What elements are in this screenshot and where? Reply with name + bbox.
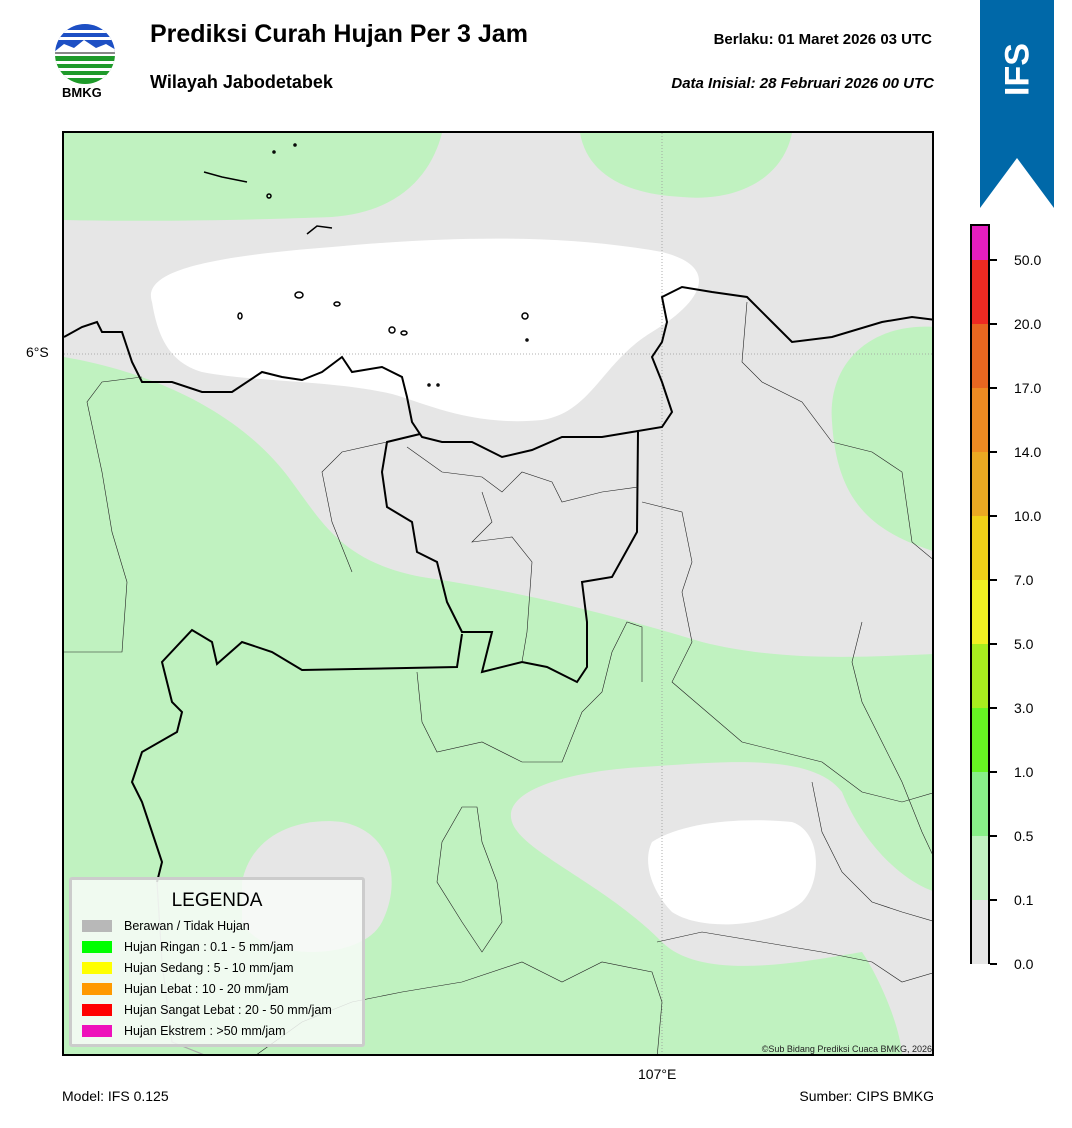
coastline [64,285,932,459]
colorbar-segment [972,226,988,260]
longitude-label: 107°E [638,1066,677,1082]
light-rain-area [831,326,932,551]
province-border [380,431,639,684]
colorbar-tick-label: 50.0 [1014,252,1042,268]
copyright-text: ©Sub Bidang Prediksi Cuaca BMKG, 2026 [761,1044,932,1054]
colorbar-segment [972,772,988,836]
legend-swatch [82,920,112,932]
white-area [648,820,816,925]
legend-swatch [82,962,112,974]
legend-item: Hujan Sedang : 5 - 10 mm/jam [82,959,294,977]
legend-swatch [82,1025,112,1037]
legend-label: Hujan Ekstrem : >50 mm/jam [124,1024,286,1038]
colorbar-tick [990,643,997,645]
colorbar-segment [972,580,988,644]
colorbar-tick [990,579,997,581]
colorbar-segment [972,452,988,516]
colorbar-tick-label: 0.5 [1014,828,1034,844]
colorbar-segment [972,900,988,964]
initial-data-time: Data Inisial: 28 Februari 2026 00 UTC [671,75,934,92]
source-label: Sumber: CIPS BMKG [799,1088,934,1104]
legend-label: Hujan Sangat Lebat : 20 - 50 mm/jam [124,1003,332,1017]
colorbar-tick [990,323,997,325]
logo-text: BMKG [62,85,102,100]
colorbar-segment [972,516,988,580]
colorbar-tick-label: 7.0 [1014,572,1034,588]
light-rain-area [64,133,442,221]
legend-label: Berawan / Tidak Hujan [124,919,250,933]
colorbar [970,224,990,964]
legend-label: Hujan Ringan : 0.1 - 5 mm/jam [124,940,294,954]
colorbar-segment [972,644,988,708]
islands [203,143,529,387]
colorbar-tick [990,835,997,837]
legend-label: Hujan Lebat : 10 - 20 mm/jam [124,982,289,996]
valid-time: Berlaku: 01 Maret 2026 03 UTC [713,31,932,48]
colorbar-tick [990,259,997,261]
colorbar-tick [990,963,997,965]
colorbar-tick [990,515,997,517]
colorbar-tick [990,771,997,773]
colorbar-tick-label: 1.0 [1014,764,1034,780]
latitude-label: 6°S [26,344,49,360]
light-rain-area [580,133,792,198]
legend-item: Hujan Lebat : 10 - 20 mm/jam [82,980,289,998]
colorbar-segment [972,324,988,388]
legend-swatch [82,983,112,995]
colorbar-tick-label: 3.0 [1014,700,1034,716]
colorbar-tick-label: 20.0 [1014,316,1042,332]
colorbar-segment [972,260,988,324]
colorbar-tick [990,451,997,453]
colorbar-tick-label: 5.0 [1014,636,1034,652]
province-border [130,628,463,883]
colorbar-tick-label: 10.0 [1014,508,1042,524]
no-rain-area [905,894,932,1054]
colorbar-tick-label: 0.0 [1014,956,1034,972]
colorbar-segment [972,708,988,772]
ifs-badge-label: IFS [998,43,1037,96]
colorbar-tick-label: 17.0 [1014,380,1042,396]
colorbar-tick-label: 0.1 [1014,892,1034,908]
colorbar-tick [990,707,997,709]
legend-swatch [82,941,112,953]
ifs-ribbon-badge [980,0,1054,208]
legend-item: Hujan Ekstrem : >50 mm/jam [82,1022,286,1040]
colorbar-tick-label: 14.0 [1014,444,1042,460]
legend-label: Hujan Sedang : 5 - 10 mm/jam [124,961,294,975]
white-area [150,238,700,422]
legend-title: LEGENDA [171,890,263,911]
model-label: Model: IFS 0.125 [62,1088,169,1104]
legend-box: LEGENDA Berawan / Tidak Hujan Hujan Ring… [69,877,365,1047]
page-title: Prediksi Curah Hujan Per 3 Jam [150,20,528,48]
colorbar-tick [990,387,997,389]
bmkg-logo [55,24,115,84]
legend-item: Hujan Sangat Lebat : 20 - 50 mm/jam [82,1001,332,1019]
colorbar-tick [990,899,997,901]
colorbar-segment [972,388,988,452]
legend-item: Berawan / Tidak Hujan [82,917,250,935]
page-subtitle: Wilayah Jabodetabek [150,72,333,92]
colorbar-segment [972,836,988,900]
legend-item: Hujan Ringan : 0.1 - 5 mm/jam [82,938,294,956]
legend-swatch [82,1004,112,1016]
